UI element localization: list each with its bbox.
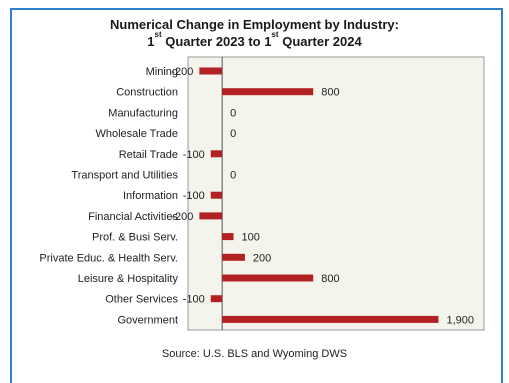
bar <box>222 233 234 241</box>
bar <box>210 295 223 303</box>
title-part: 1 <box>147 34 155 49</box>
value-label: 100 <box>242 232 260 244</box>
category-label: Government <box>117 314 178 326</box>
bar <box>199 212 223 220</box>
title-sup: st <box>154 29 162 39</box>
value-label: -200 <box>171 211 193 223</box>
category-label: Manufacturing <box>108 107 178 119</box>
bar <box>210 150 223 158</box>
value-label: -100 <box>183 294 205 306</box>
value-label: 800 <box>321 273 339 285</box>
bar <box>222 274 314 282</box>
bar <box>222 88 314 96</box>
category-label: Other Services <box>105 294 178 306</box>
chart-title-line1: Numerical Change in Employment by Indust… <box>110 17 399 32</box>
value-label: -100 <box>183 149 205 161</box>
value-label: 1,900 <box>446 314 474 326</box>
bar <box>222 253 245 261</box>
value-label: 800 <box>321 87 339 99</box>
chart-title-line2: 1st Quarter 2023 to 1st Quarter 2024 <box>0 30 509 50</box>
value-label: 0 <box>230 170 236 182</box>
category-label: Mining <box>146 66 178 78</box>
category-label: Leisure & Hospitality <box>78 273 179 285</box>
title-part: Quarter 2023 to 1 <box>161 34 272 49</box>
value-label: -100 <box>183 190 205 202</box>
value-label: -200 <box>171 66 193 78</box>
value-label: 0 <box>230 128 236 140</box>
bar <box>210 191 223 199</box>
category-label: Wholesale Trade <box>95 128 178 140</box>
bar <box>222 315 439 323</box>
title-part: Quarter 2024 <box>278 34 362 49</box>
category-label: Retail Trade <box>119 149 178 161</box>
category-label: Prof. & Busi Serv. <box>92 232 178 244</box>
value-label: 0 <box>230 107 236 119</box>
category-label: Information <box>123 190 178 202</box>
plot-area <box>187 56 485 331</box>
category-label: Financial Activities <box>88 211 178 223</box>
category-label: Transport and Utilities <box>71 170 178 182</box>
category-label: Private Educ. & Health Serv. <box>39 252 178 264</box>
chart-source: Source: U.S. BLS and Wyoming DWS <box>161 348 348 360</box>
title-sup: st <box>271 29 279 39</box>
value-label: 200 <box>253 252 271 264</box>
bar <box>199 67 223 75</box>
category-label: Construction <box>116 87 178 99</box>
